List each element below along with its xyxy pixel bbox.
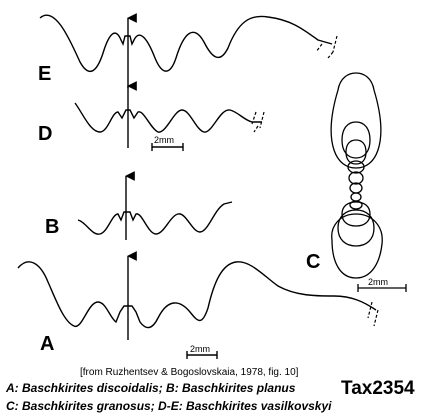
taxon-tag: Tax2354 <box>341 378 415 399</box>
panel-label-b: B <box>45 216 59 238</box>
panel-label-e: E <box>38 63 51 85</box>
caption-line-1: A: Baschkirites discoidalis; B: Baschkir… <box>6 381 296 395</box>
scale-label-d: 2mm <box>154 135 174 145</box>
scale-label-a: 2mm <box>190 344 210 354</box>
suture-line-a <box>17 251 379 359</box>
suture-line-e <box>39 13 338 88</box>
panel-label-c: C <box>306 251 320 273</box>
panel-label-a: A <box>40 333 54 355</box>
scale-label-c: 2mm <box>368 277 388 287</box>
suture-line-d <box>74 81 265 151</box>
suture-line-b <box>77 171 233 240</box>
caption-line-2: C: Baschkirites granosus; D-E: Baschkiri… <box>6 399 332 413</box>
cross-section-c <box>330 72 407 292</box>
source-citation: [from Ruzhentsev & Bogoslovskaia, 1978, … <box>80 367 299 378</box>
panel-label-d: D <box>38 123 52 145</box>
